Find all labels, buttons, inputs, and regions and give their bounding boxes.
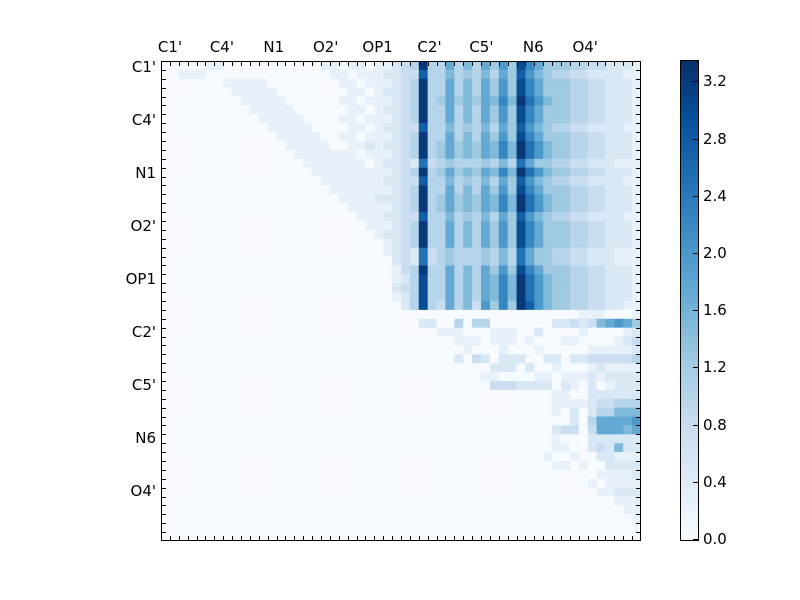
colorbar: [680, 60, 699, 541]
colorbar-tick-label: 0.8: [703, 415, 727, 434]
heatmap-canvas: [161, 61, 641, 541]
y-axis-tick-label: OP1: [125, 270, 156, 288]
y-axis-tick-label: C2': [131, 323, 156, 341]
x-axis-tick-label: C2': [417, 38, 442, 56]
colorbar-tick: [693, 139, 698, 140]
colorbar-tick: [693, 425, 698, 426]
x-axis-tick-label: N6: [522, 38, 544, 56]
colorbar-tick-label: 3.2: [703, 72, 727, 91]
y-axis-tick-label: O2': [130, 217, 156, 235]
colorbar-tick: [693, 539, 698, 540]
colorbar-tick-label: 0.0: [703, 530, 727, 548]
x-axis-tick-label: O4': [572, 38, 598, 56]
colorbar-tick: [693, 81, 698, 82]
colorbar-tick-label: 2.0: [703, 244, 727, 263]
colorbar-tick-label: 2.4: [703, 186, 727, 205]
x-axis-tick-label: O2': [312, 38, 339, 56]
x-axis-tick-label: N1: [263, 38, 285, 56]
colorbar-tick-label: 2.8: [703, 129, 727, 148]
colorbar-tick: [693, 482, 698, 483]
colorbar-tick: [693, 367, 698, 368]
x-axis-tick-label: OP1: [362, 38, 393, 56]
x-axis-tick-label: C4': [209, 38, 234, 56]
y-axis-tick-label: C5': [131, 376, 156, 394]
x-axis-tick-label: C1': [157, 38, 183, 56]
y-axis-tick-label: C4': [131, 111, 156, 129]
y-axis-tick-label: C1': [131, 58, 156, 76]
colorbar-tick: [693, 253, 698, 254]
y-axis-tick-label: O4': [130, 482, 156, 500]
x-axis-tick-label: C5': [469, 38, 494, 56]
colorbar-tick-label: 0.4: [703, 472, 727, 491]
y-axis-tick-label: N6: [135, 429, 156, 447]
colorbar-tick: [693, 310, 698, 311]
y-axis-tick-label: N1: [135, 164, 156, 182]
colorbar-tick: [693, 196, 698, 197]
colorbar-tick-label: 1.6: [703, 301, 727, 320]
colorbar-tick-label: 1.2: [703, 358, 727, 377]
